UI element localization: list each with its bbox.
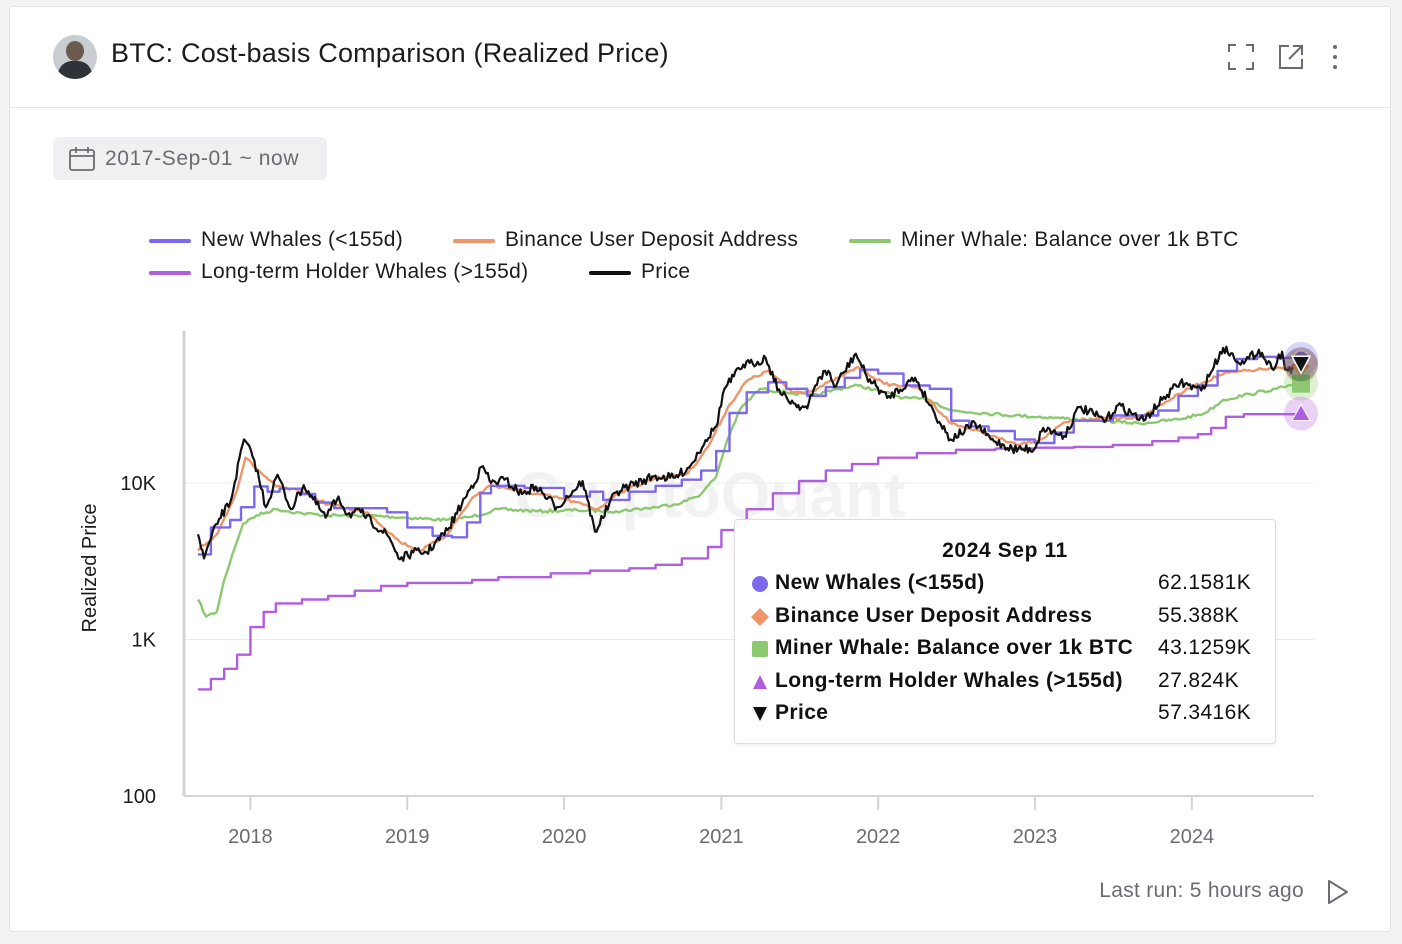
y-tick-label: 1K (132, 630, 157, 652)
legend-swatch-new-whales (149, 239, 191, 243)
tooltip-label: Binance User Deposit Address (775, 604, 1093, 627)
avatar[interactable] (53, 35, 97, 79)
legend-swatch-lth-whales (149, 271, 191, 275)
marker-circle (1292, 350, 1310, 368)
end-marker-triangle-up (1284, 396, 1318, 431)
marker-halo (1284, 366, 1318, 401)
fullscreen-icon[interactable] (1227, 43, 1255, 71)
marker-diamond (1292, 357, 1310, 376)
legend-swatch-miner-whale (849, 239, 891, 243)
x-tick-label: 2022 (856, 826, 901, 848)
tooltip-row-miner-whale: Miner Whale: Balance over 1k BTC 43.1259… (751, 636, 1259, 666)
marker-triangle-up (1291, 403, 1311, 421)
x-tick-label: 2023 (1013, 826, 1058, 848)
x-tick-label: 2019 (385, 826, 430, 848)
last-run-text: Last run: 5 hours ago (1099, 879, 1304, 902)
marker-halo (1284, 349, 1318, 384)
marker-halo (1284, 347, 1318, 382)
end-markers (1284, 341, 1318, 431)
marker-halo (1284, 396, 1318, 431)
tooltip-row-new-whales: New Whales (<155d) 62.1581K (751, 571, 1259, 601)
chart-tooltip: 2024 Sep 11 New Whales (<155d) 62.1581K … (734, 519, 1276, 744)
tooltip-value: 27.824K (1158, 669, 1240, 692)
tooltip-row-price: Price 57.3416K (751, 701, 1259, 731)
card-header: BTC: Cost-basis Comparison (Realized Pri… (10, 7, 1390, 108)
marker-halo (1284, 341, 1318, 376)
legend-swatch-binance (453, 239, 495, 243)
date-range-picker[interactable]: 2017-Sep-01 ~ now (53, 137, 327, 180)
diamond-marker-icon (751, 608, 769, 626)
y-tick-label: 100 (123, 786, 156, 808)
tooltip-value: 62.1581K (1158, 571, 1252, 594)
open-external-icon[interactable] (1277, 43, 1305, 71)
tooltip-value: 43.1259K (1158, 636, 1252, 659)
circle-marker-icon (752, 576, 768, 592)
page-title: BTC: Cost-basis Comparison (Realized Pri… (111, 38, 669, 68)
calendar-icon (69, 147, 95, 176)
legend-item-new-whales[interactable]: New Whales (<155d) (201, 228, 404, 251)
tooltip-label: Price (775, 701, 829, 724)
x-tick-label: 2024 (1170, 826, 1215, 848)
legend-item-miner-whale[interactable]: Miner Whale: Balance over 1k BTC (901, 228, 1239, 251)
legend-swatch-price (589, 271, 631, 275)
triangle-up-marker-icon (753, 675, 767, 689)
run-query-icon[interactable] (1326, 879, 1350, 910)
end-marker-triangle-down (1284, 347, 1318, 382)
more-options-icon[interactable] (1328, 43, 1342, 71)
legend-item-price[interactable]: Price (641, 260, 691, 283)
x-tick-label: 2018 (228, 826, 273, 848)
date-range-label: 2017-Sep-01 ~ now (105, 147, 300, 170)
tooltip-value: 57.3416K (1158, 701, 1252, 724)
end-marker-square (1284, 366, 1318, 401)
y-tick-label: 10K (120, 473, 156, 495)
legend-item-binance[interactable]: Binance User Deposit Address (505, 228, 799, 251)
marker-square (1292, 374, 1310, 393)
square-marker-icon (752, 641, 768, 657)
x-tick-label: 2021 (699, 826, 744, 848)
end-marker-diamond (1284, 349, 1318, 384)
legend-item-lth-whales[interactable]: Long-term Holder Whales (>155d) (201, 260, 529, 283)
tooltip-row-binance: Binance User Deposit Address 55.388K (751, 604, 1259, 634)
avatar-body-shape (58, 61, 92, 79)
tooltip-label: Long-term Holder Whales (>155d) (775, 669, 1123, 692)
avatar-head-shape (66, 41, 84, 61)
tooltip-label: Miner Whale: Balance over 1k BTC (775, 636, 1134, 659)
end-marker-circle (1284, 341, 1318, 376)
tooltip-row-lth-whales: Long-term Holder Whales (>155d) 27.824K (751, 669, 1259, 699)
tooltip-date: 2024 Sep 11 (942, 539, 1068, 562)
tooltip-value: 55.388K (1158, 604, 1240, 627)
triangle-down-marker-icon (753, 707, 767, 721)
y-axis-label: Realized Price (79, 504, 101, 633)
x-tick-label: 2020 (542, 826, 587, 848)
chart-card: BTC: Cost-basis Comparison (Realized Pri… (9, 6, 1391, 932)
marker-triangle-down (1290, 355, 1312, 375)
tooltip-label: New Whales (<155d) (775, 571, 985, 594)
